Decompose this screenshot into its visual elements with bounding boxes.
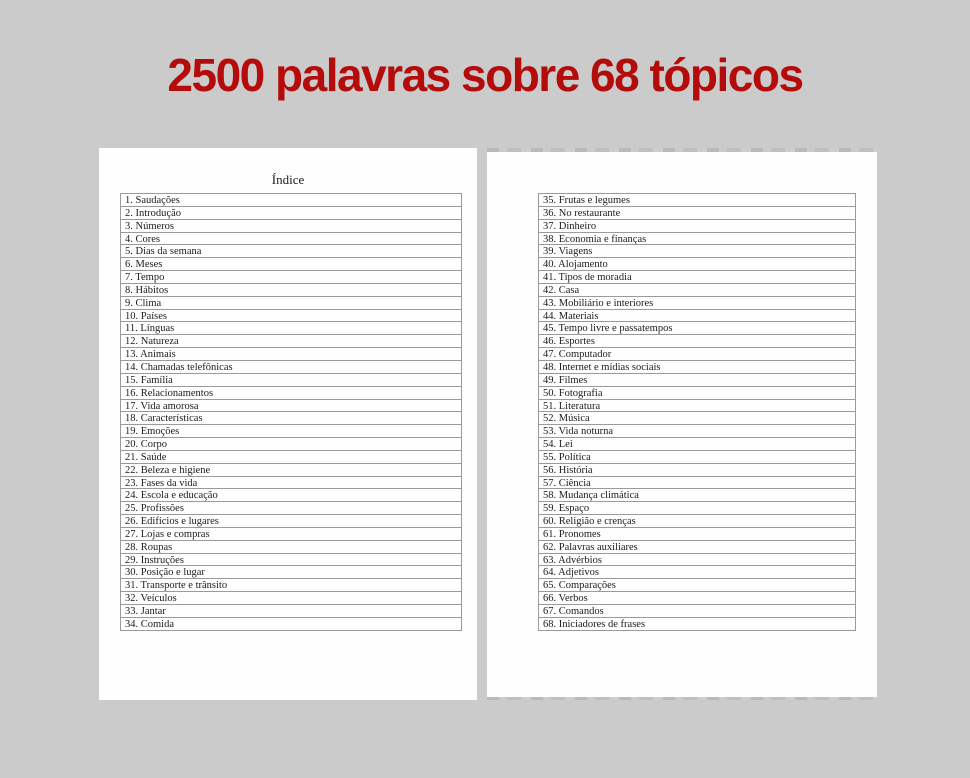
table-row: 68. Iniciadores de frases <box>538 616 856 631</box>
table-row: 8. Hábitos <box>120 282 462 297</box>
table-row: 61. Pronomes <box>538 526 856 541</box>
table-row: 36. No restaurante <box>538 205 856 220</box>
table-row: 64. Adjetivos <box>538 565 856 580</box>
table-row: 49. Filmes <box>538 372 856 387</box>
table-row: 29. Instruções <box>120 552 462 567</box>
table-row: 23. Fases da vida <box>120 475 462 490</box>
table-row: 4. Cores <box>120 231 462 246</box>
table-row: 25. Profissões <box>120 501 462 516</box>
table-row: 21. Saúde <box>120 449 462 464</box>
table-row: 9. Clima <box>120 295 462 310</box>
table-row: 50. Fotografia <box>538 385 856 400</box>
table-row: 26. Edifícios e lugares <box>120 514 462 528</box>
table-row: 47. Computador <box>538 347 856 361</box>
table-row: 5. Dias da semana <box>120 244 462 259</box>
table-row: 15. Família <box>120 372 462 387</box>
table-row: 6. Meses <box>120 257 462 272</box>
table-row: 65. Comparações <box>538 578 856 593</box>
index-page-right: 35. Frutas e legumes 36. No restaurante 37… <box>487 148 877 700</box>
table-row: 35. Frutas e legumes <box>538 193 856 207</box>
table-row: 53. Vida noturna <box>538 424 856 439</box>
table-row: 2. Introdução <box>120 205 462 220</box>
table-row: 54. Lei <box>538 437 856 451</box>
table-row: 66. Verbos <box>538 591 856 605</box>
table-row: 55. Política <box>538 449 856 464</box>
table-row: 52. Música <box>538 411 856 426</box>
table-row: 17. Vida amorosa <box>120 398 462 413</box>
table-row: 42. Casa <box>538 282 856 297</box>
index-page-left: Índice 1. Saudações 2. Introdução 3. Númer… <box>99 148 477 700</box>
table-row: 12. Natureza <box>120 334 462 349</box>
table-row: 60. Religião e crenças <box>538 514 856 528</box>
topic-table-left: 1. Saudações 2. Introdução 3. Números 4. Co… <box>120 193 462 631</box>
table-row: 7. Tempo <box>120 270 462 284</box>
table-row: 62. Palavras auxiliares <box>538 539 856 554</box>
table-row: 24. Escola e educação <box>120 488 462 503</box>
table-row: 43. Mobiliário e interiores <box>538 295 856 310</box>
table-row: 22. Beleza e higiene <box>120 462 462 477</box>
table-row: 18. Características <box>120 411 462 426</box>
table-row: 39. Viagens <box>538 244 856 259</box>
banner-title: 2500 palavras sobre 68 tópicos <box>167 49 804 101</box>
table-row: 41. Tipos de moradia <box>538 270 856 284</box>
table-row: 63. Advérbios <box>538 552 856 567</box>
table-row: 40. Alojamento <box>538 257 856 272</box>
table-row: 27. Lojas e compras <box>120 526 462 541</box>
topic-table-right: 35. Frutas e legumes 36. No restaurante 37… <box>538 193 856 631</box>
table-row: 19. Emoções <box>120 424 462 439</box>
table-row: 16. Relacionamentos <box>120 385 462 400</box>
table-row: 59. Espaço <box>538 501 856 516</box>
table-row: 11. Línguas <box>120 321 462 336</box>
table-row: 31. Transporte e trânsito <box>120 578 462 593</box>
table-row: 32. Veículos <box>120 591 462 605</box>
table-row: 37. Dinheiro <box>538 218 856 233</box>
index-heading: Índice <box>271 172 305 187</box>
scan-edge-top <box>487 148 877 152</box>
table-row: 67. Comandos <box>538 604 856 618</box>
table-row: 3. Números <box>120 218 462 233</box>
table-row: 57. Ciência <box>538 475 856 490</box>
scan-edge-bottom <box>487 697 877 700</box>
table-row: 20. Corpo <box>120 437 462 451</box>
table-row: 34. Comida <box>120 616 462 631</box>
table-row: 13. Animais <box>120 347 462 361</box>
table-row: 56. História <box>538 462 856 477</box>
table-row: 58. Mudança climática <box>538 488 856 503</box>
table-row: 33. Jantar <box>120 604 462 618</box>
table-row: 48. Internet e mídias sociais <box>538 359 856 374</box>
table-row: 30. Posição e lugar <box>120 565 462 580</box>
table-row: 14. Chamadas telefônicas <box>120 359 462 374</box>
table-row: 38. Economia e finanças <box>538 231 856 246</box>
table-row: 44. Materiais <box>538 308 856 323</box>
table-row: 10. Países <box>120 308 462 323</box>
table-row: 1. Saudações <box>120 193 462 207</box>
table-row: 45. Tempo livre e passatempos <box>538 321 856 336</box>
table-row: 46. Esportes <box>538 334 856 349</box>
table-row: 28. Roupas <box>120 539 462 554</box>
table-row: 51. Literatura <box>538 398 856 413</box>
